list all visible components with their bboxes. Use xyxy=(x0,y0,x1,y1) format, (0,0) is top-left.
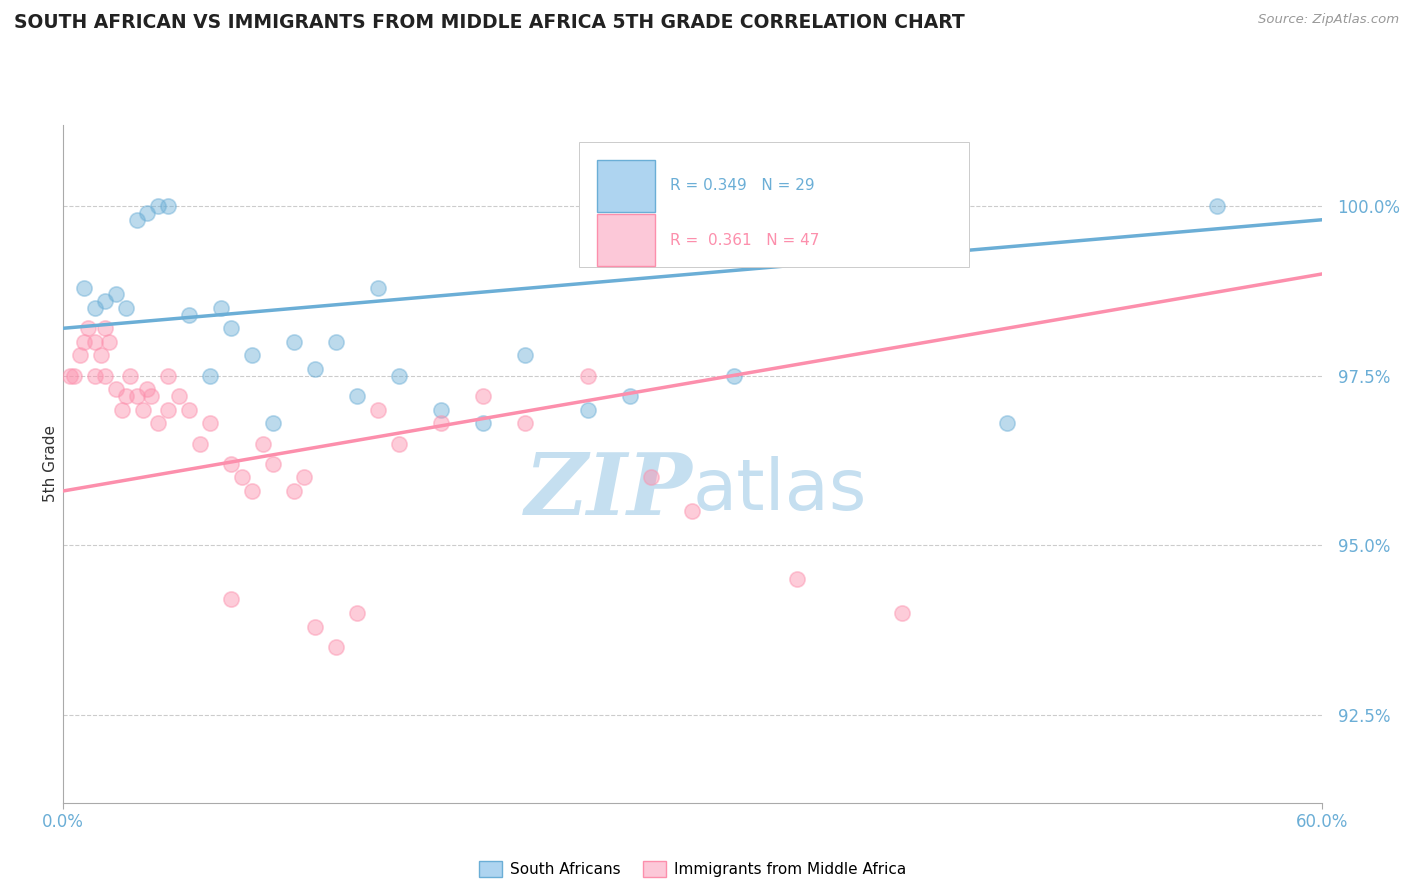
Point xyxy=(198,368,221,383)
Point xyxy=(94,368,117,383)
Point xyxy=(430,416,453,430)
Point xyxy=(90,348,112,362)
Point xyxy=(619,389,641,403)
Point xyxy=(146,416,169,430)
Point xyxy=(62,368,84,383)
Point xyxy=(640,470,662,484)
Point xyxy=(240,483,263,498)
Point xyxy=(891,606,914,620)
FancyBboxPatch shape xyxy=(579,142,969,268)
Text: ZIP: ZIP xyxy=(524,450,693,533)
Text: Source: ZipAtlas.com: Source: ZipAtlas.com xyxy=(1258,13,1399,27)
Point xyxy=(111,402,134,417)
Point xyxy=(73,280,96,294)
Point xyxy=(94,321,117,335)
Point xyxy=(77,321,100,335)
Point xyxy=(83,368,105,383)
Point xyxy=(283,483,305,498)
Point xyxy=(157,199,180,213)
Point xyxy=(367,402,389,417)
Point xyxy=(157,402,180,417)
Point xyxy=(430,402,453,417)
Text: R =  0.361   N = 47: R = 0.361 N = 47 xyxy=(669,233,820,248)
Point xyxy=(209,301,232,315)
Point xyxy=(136,206,159,220)
Point xyxy=(69,348,91,362)
Point xyxy=(98,334,121,349)
Point xyxy=(786,572,808,586)
Point xyxy=(58,368,80,383)
Point xyxy=(157,368,180,383)
Point xyxy=(219,321,242,335)
Point xyxy=(219,592,242,607)
Point xyxy=(576,368,599,383)
Point xyxy=(262,416,284,430)
Point xyxy=(132,402,155,417)
Point xyxy=(141,389,163,403)
Point xyxy=(73,334,96,349)
Point xyxy=(177,308,201,322)
Point xyxy=(304,619,326,633)
Text: atlas: atlas xyxy=(693,457,868,525)
Point xyxy=(125,212,148,227)
Point xyxy=(513,348,536,362)
Text: R = 0.349   N = 29: R = 0.349 N = 29 xyxy=(669,178,814,194)
Point xyxy=(146,199,169,213)
Point xyxy=(576,402,599,417)
Point xyxy=(388,368,411,383)
Point xyxy=(231,470,253,484)
Point xyxy=(682,504,704,518)
Point xyxy=(995,416,1018,430)
Point xyxy=(325,334,347,349)
Point xyxy=(283,334,305,349)
Point xyxy=(471,389,494,403)
Point xyxy=(94,294,117,309)
Point xyxy=(262,457,284,471)
Point xyxy=(198,416,221,430)
Text: SOUTH AFRICAN VS IMMIGRANTS FROM MIDDLE AFRICA 5TH GRADE CORRELATION CHART: SOUTH AFRICAN VS IMMIGRANTS FROM MIDDLE … xyxy=(14,13,965,32)
Point xyxy=(83,301,105,315)
FancyBboxPatch shape xyxy=(596,214,655,266)
Point xyxy=(1205,199,1227,213)
FancyBboxPatch shape xyxy=(596,161,655,211)
Point xyxy=(120,368,142,383)
Point xyxy=(723,368,745,383)
Point xyxy=(304,362,326,376)
Point xyxy=(136,382,159,396)
Point xyxy=(471,416,494,430)
Point xyxy=(104,382,127,396)
Point xyxy=(346,389,368,403)
Point xyxy=(115,389,138,403)
Legend: South Africans, Immigrants from Middle Africa: South Africans, Immigrants from Middle A… xyxy=(472,855,912,883)
Point xyxy=(177,402,201,417)
Point xyxy=(513,416,536,430)
Point xyxy=(83,334,105,349)
Point xyxy=(188,436,211,450)
Point xyxy=(115,301,138,315)
Point xyxy=(104,287,127,301)
Point xyxy=(167,389,190,403)
Point xyxy=(252,436,274,450)
Point xyxy=(325,640,347,654)
Point xyxy=(346,606,368,620)
Point xyxy=(125,389,148,403)
Point xyxy=(219,457,242,471)
Point xyxy=(367,280,389,294)
Y-axis label: 5th Grade: 5th Grade xyxy=(42,425,58,502)
Point xyxy=(294,470,316,484)
Point xyxy=(240,348,263,362)
Point xyxy=(388,436,411,450)
